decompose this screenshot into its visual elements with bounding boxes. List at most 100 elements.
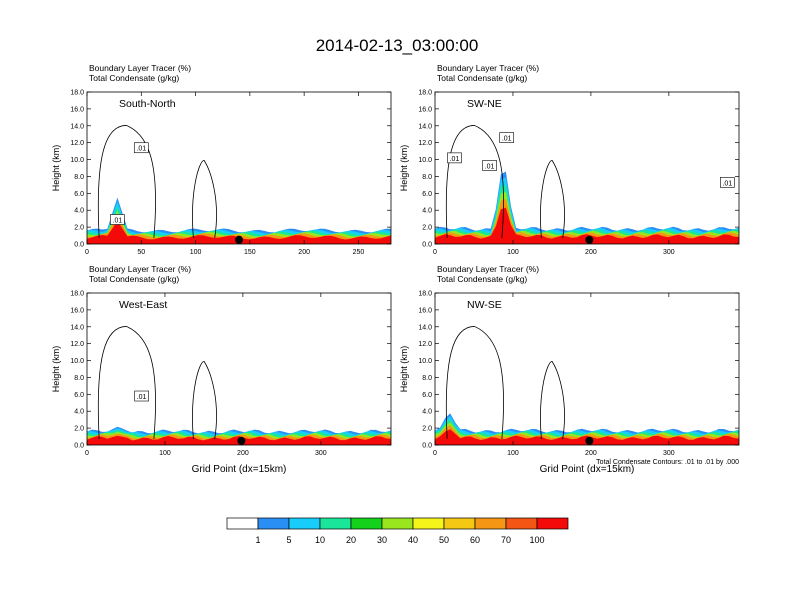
plot-frame	[434, 292, 740, 446]
panel-nw-se: Boundary Layer Tracer (%) Total Condensat…	[399, 264, 740, 475]
legend-swatch	[288, 517, 321, 530]
x-tick-label: 200	[298, 249, 310, 256]
contour-label: .01	[722, 180, 732, 187]
x-axis-label: Grid Point (dx=15km)	[540, 464, 635, 475]
y-tick-label: 16.0	[70, 307, 84, 314]
tracer-band	[435, 207, 739, 244]
y-tick-label: 18.0	[418, 90, 432, 97]
y-tick-label: 18.0	[70, 291, 84, 298]
x-tick-label: 100	[507, 249, 519, 256]
contour-label: .01	[136, 146, 146, 153]
x-tick-label: 200	[585, 249, 597, 256]
y-tick-label: 6.0	[74, 392, 84, 399]
y-tick-label: 18.0	[70, 90, 84, 97]
y-axis-label: Height (km)	[51, 145, 61, 192]
panel-sw-ne: Boundary Layer Tracer (%)Total Condensat…	[399, 63, 740, 256]
y-tick-label: 6.0	[422, 392, 432, 399]
x-tick-label: 0	[85, 450, 89, 457]
legend-label: 50	[439, 535, 449, 545]
y-tick-label: 6.0	[74, 191, 84, 198]
contour-label: .01	[502, 136, 512, 143]
panel-title-line: Boundary Layer Tracer (%)	[89, 63, 191, 73]
panel-name: West-East	[119, 299, 167, 311]
x-tick-label: 200	[237, 450, 249, 457]
colorbar-legend: 1 5 10 20 30 40 50 60 70 100	[226, 517, 569, 545]
plot-frame	[86, 292, 392, 446]
y-axis-label: Height (km)	[51, 346, 61, 393]
y-tick-label: 10.0	[70, 358, 84, 365]
y-tick-label: 14.0	[418, 123, 432, 130]
panel-name: SW-NE	[467, 98, 502, 110]
legend-swatch	[474, 517, 507, 530]
panel-title-line: Total Condensate (g/kg)	[437, 73, 527, 83]
location-marker	[585, 235, 594, 244]
y-tick-label: 12.0	[70, 140, 84, 147]
y-tick-label: 4.0	[422, 208, 432, 215]
contour-note: Total Condensate Contours: .01 to .01 by…	[596, 459, 739, 466]
condensate-contour	[445, 326, 504, 440]
y-tick-label: 2.0	[422, 426, 432, 433]
legend-swatch	[412, 517, 445, 530]
x-tick-label: 0	[85, 249, 89, 256]
tracer-band	[87, 220, 391, 244]
location-marker	[237, 436, 246, 445]
y-axis-label: Height (km)	[399, 346, 409, 393]
legend-swatch	[257, 517, 290, 530]
contour-label-box	[447, 152, 462, 164]
tracer-band	[87, 210, 391, 244]
legend-label: 30	[377, 535, 387, 545]
y-tick-label: 16.0	[418, 106, 432, 113]
contour-label-box	[134, 390, 149, 402]
condensate-contour	[540, 159, 565, 239]
y-tick-label: 14.0	[70, 324, 84, 331]
panel-title-line: Boundary Layer Tracer (%)	[437, 264, 539, 274]
y-tick-label: 8.0	[74, 174, 84, 181]
y-tick-label: 16.0	[70, 106, 84, 113]
y-tick-label: 0.0	[74, 443, 84, 450]
plot-frame	[434, 91, 740, 245]
legend-label: 40	[408, 535, 418, 545]
panel-title-line: Total Condensate (g/kg)	[89, 73, 179, 83]
plot-frame	[86, 91, 392, 245]
y-tick-label: 2.0	[422, 225, 432, 232]
legend-label: 100	[529, 535, 544, 545]
y-tick-label: 8.0	[74, 375, 84, 382]
condensate-contour	[97, 125, 156, 239]
y-tick-label: 8.0	[422, 174, 432, 181]
panel-west-east: Boundary Layer Tracer (%)Total Condensat…	[51, 264, 392, 475]
legend-swatch	[319, 517, 352, 530]
panels: Boundary Layer Tracer (%)Total Condensat…	[51, 63, 740, 475]
x-tick-label: 200	[585, 450, 597, 457]
x-tick-label: 0	[433, 450, 437, 457]
legend-label: 10	[315, 535, 325, 545]
y-axis-label: Height (km)	[399, 145, 409, 192]
legend-label: 1	[255, 535, 260, 545]
y-tick-label: 8.0	[422, 375, 432, 382]
y-tick-label: 16.0	[418, 307, 432, 314]
y-tick-label: 12.0	[418, 140, 432, 147]
panel-title-line: Boundary Layer Tracer (%)	[437, 63, 539, 73]
y-tick-label: 2.0	[74, 225, 84, 232]
contour-label: .01	[113, 218, 123, 225]
condensate-contour	[445, 125, 504, 239]
panel-name: NW-SE	[467, 299, 502, 311]
contour-label-box	[110, 214, 125, 225]
condensate-contour	[540, 360, 565, 440]
condensate-contour	[192, 159, 217, 239]
contour-label: .01	[137, 394, 147, 401]
panel-title-line: Boundary Layer Tracer (%)	[89, 264, 191, 274]
x-tick-label: 300	[663, 249, 675, 256]
y-tick-label: 10.0	[70, 157, 84, 164]
legend-swatch	[226, 517, 259, 530]
contour-label: .01	[450, 156, 460, 163]
panel-title-line: Total Condensate (g/kg)	[89, 274, 179, 284]
y-tick-label: 4.0	[422, 409, 432, 416]
x-tick-label: 100	[190, 249, 202, 256]
y-tick-label: 12.0	[70, 341, 84, 348]
y-tick-label: 4.0	[74, 409, 84, 416]
x-tick-label: 0	[433, 249, 437, 256]
y-tick-label: 18.0	[418, 291, 432, 298]
y-tick-label: 0.0	[422, 242, 432, 249]
condensate-contour	[97, 326, 156, 440]
